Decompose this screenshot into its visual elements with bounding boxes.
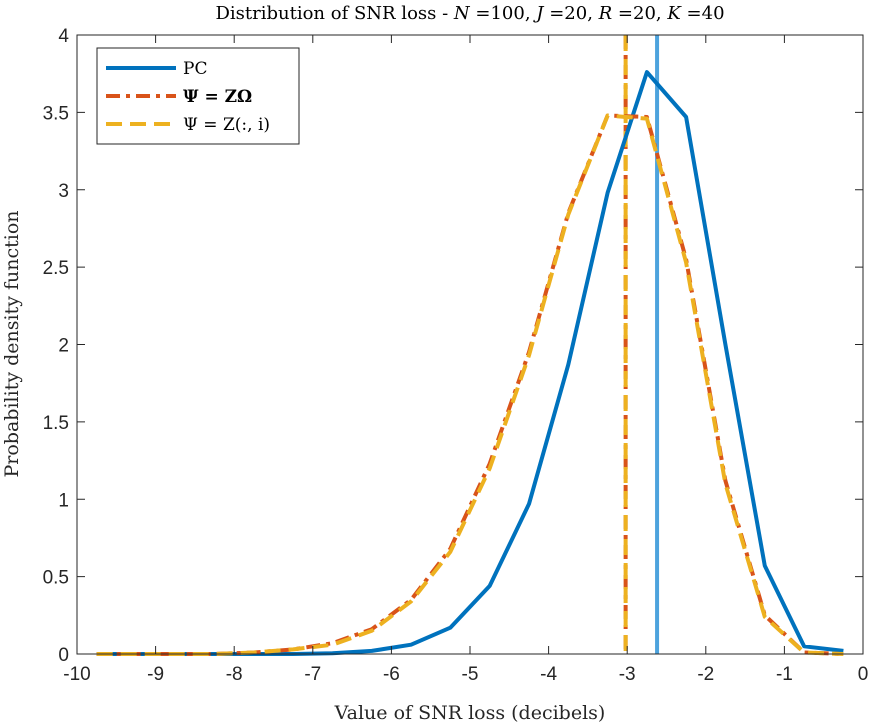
x-tick-label: -5 <box>462 664 479 685</box>
x-axis-label: Value of SNR loss (decibels) <box>334 702 606 724</box>
y-tick-label: 4 <box>58 26 69 47</box>
y-tick-label: 1 <box>58 490 69 511</box>
y-axis-label: Probability density function <box>1 210 23 477</box>
y-tick-label: 2 <box>58 336 69 357</box>
y-tick-label: 2.5 <box>43 258 69 279</box>
x-tick-label: -3 <box>619 664 636 685</box>
y-tick-label: 0 <box>58 645 69 666</box>
y-tick-label: 1.5 <box>43 413 69 434</box>
legend-label-psi-z-omega: Ψ = ZΩ <box>183 87 252 107</box>
x-tick-label: -9 <box>147 664 164 685</box>
legend-label-psi-z-col: Ψ = Z(:, i) <box>183 115 270 135</box>
x-tick-label: -10 <box>63 664 90 685</box>
x-tick-label: -7 <box>304 664 321 685</box>
x-tick-label: -8 <box>226 664 243 685</box>
chart-title: Distribution of SNR loss - N =100, J =20… <box>215 3 724 24</box>
y-tick-label: 3 <box>58 181 69 202</box>
axes-box <box>76 34 864 655</box>
x-tick-label: -1 <box>776 664 793 685</box>
y-tick-label: 3.5 <box>43 103 69 124</box>
y-tick-label: 0.5 <box>43 568 69 589</box>
legend-label-pc: PC <box>183 59 207 79</box>
x-tick-label: 0 <box>858 664 869 685</box>
legend-box <box>96 47 300 145</box>
x-tick-label: -6 <box>383 664 400 685</box>
x-tick-label: -2 <box>697 664 714 685</box>
legend: PC Ψ = ZΩ Ψ = Z(:, i) <box>96 47 300 145</box>
tick-labels: -10 -9 -8 -7 -6 -5 -4 -3 -2 -1 000.511.522.533.54 <box>43 26 869 685</box>
x-tick-label: -4 <box>540 664 557 685</box>
